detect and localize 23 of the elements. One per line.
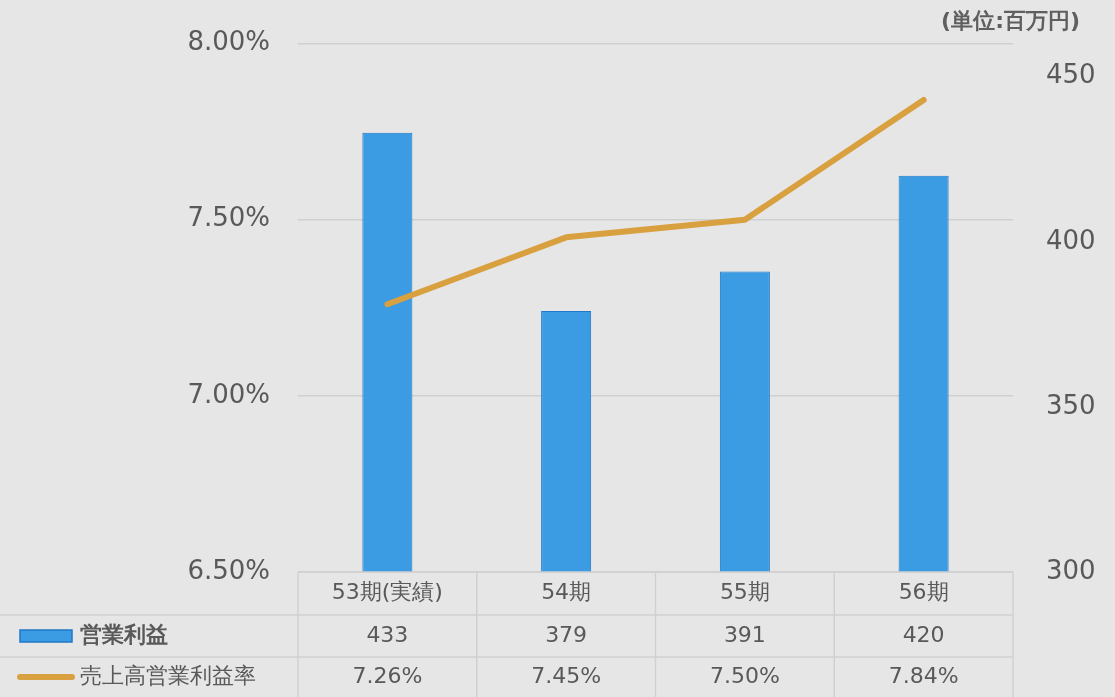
x-tick-label: 53期(実績) <box>331 579 443 605</box>
y2-axis-title: (単位:百万円) <box>941 7 1080 33</box>
x-tick-label: 55期 <box>719 579 770 605</box>
y-tick-label: 7.00% <box>187 378 270 409</box>
y2-tick-label: 300 <box>1046 554 1096 585</box>
x-tick-label: 56期 <box>898 579 949 605</box>
y2-tick-label: 400 <box>1046 224 1096 255</box>
y-tick-label: 6.50% <box>187 554 270 585</box>
y-tick-label: 7.50% <box>187 202 270 233</box>
data-label: 433 <box>366 621 409 647</box>
data-label: 7.84% <box>888 662 959 688</box>
data-label: 420 <box>902 621 945 647</box>
x-tick-label: 54期 <box>541 579 592 605</box>
y-tick-label: 8.00% <box>187 26 270 57</box>
legend-label: 営業利益 <box>80 621 168 647</box>
data-label: 379 <box>545 621 588 647</box>
y2-tick-label: 450 <box>1046 59 1096 90</box>
data-label: 7.45% <box>531 662 602 688</box>
data-label: 7.26% <box>352 662 423 688</box>
y2-tick-label: 350 <box>1046 389 1096 420</box>
legend-label: 売上高営業利益率 <box>80 662 256 688</box>
data-label: 7.50% <box>709 662 780 688</box>
data-label: 391 <box>723 621 766 647</box>
